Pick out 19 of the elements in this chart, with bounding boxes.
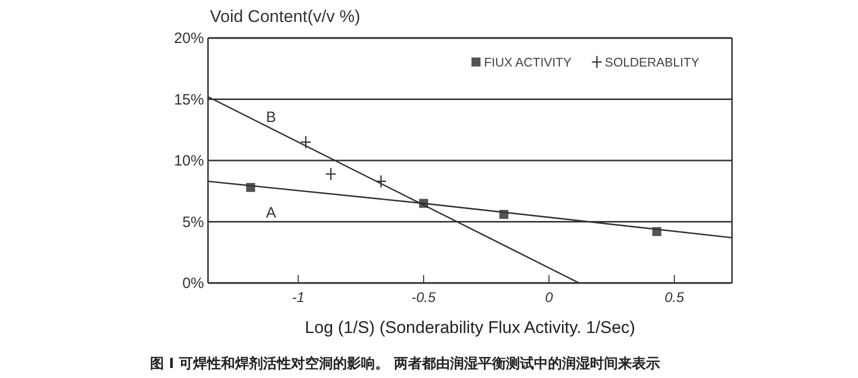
x-tick-label: -0.5 [412, 289, 436, 305]
series-label: A [266, 204, 276, 222]
point [300, 135, 312, 149]
x-tick-label: -1 [292, 289, 304, 305]
x-axis-title: Log (1/S) (Sonderability Flux Activity. 1/Sec) [304, 318, 636, 337]
text: 图 I 可焊性和焊剂活性对空洞的影响。 两者都由润湿平衡测试中的润湿时间来表示 [150, 355, 660, 372]
x-tick-label: 0.5 [664, 289, 684, 305]
y-tick-label: 10% [174, 152, 204, 170]
y-axis-title: Void Content(v/v %) [210, 7, 360, 26]
series-label: B [266, 108, 276, 126]
y-tick-label: 15% [174, 91, 204, 108]
y-tick-label: 5% [182, 214, 204, 231]
point [375, 174, 387, 188]
point [325, 167, 336, 181]
legend-label: FIUX ACTIVITY [484, 56, 572, 70]
x-tick-label: 0 [545, 289, 554, 305]
y-tick-label: 20% [174, 30, 204, 47]
y-tick-label: 0% [182, 275, 204, 292]
legend-label: SOLDERABLITY [604, 56, 700, 70]
